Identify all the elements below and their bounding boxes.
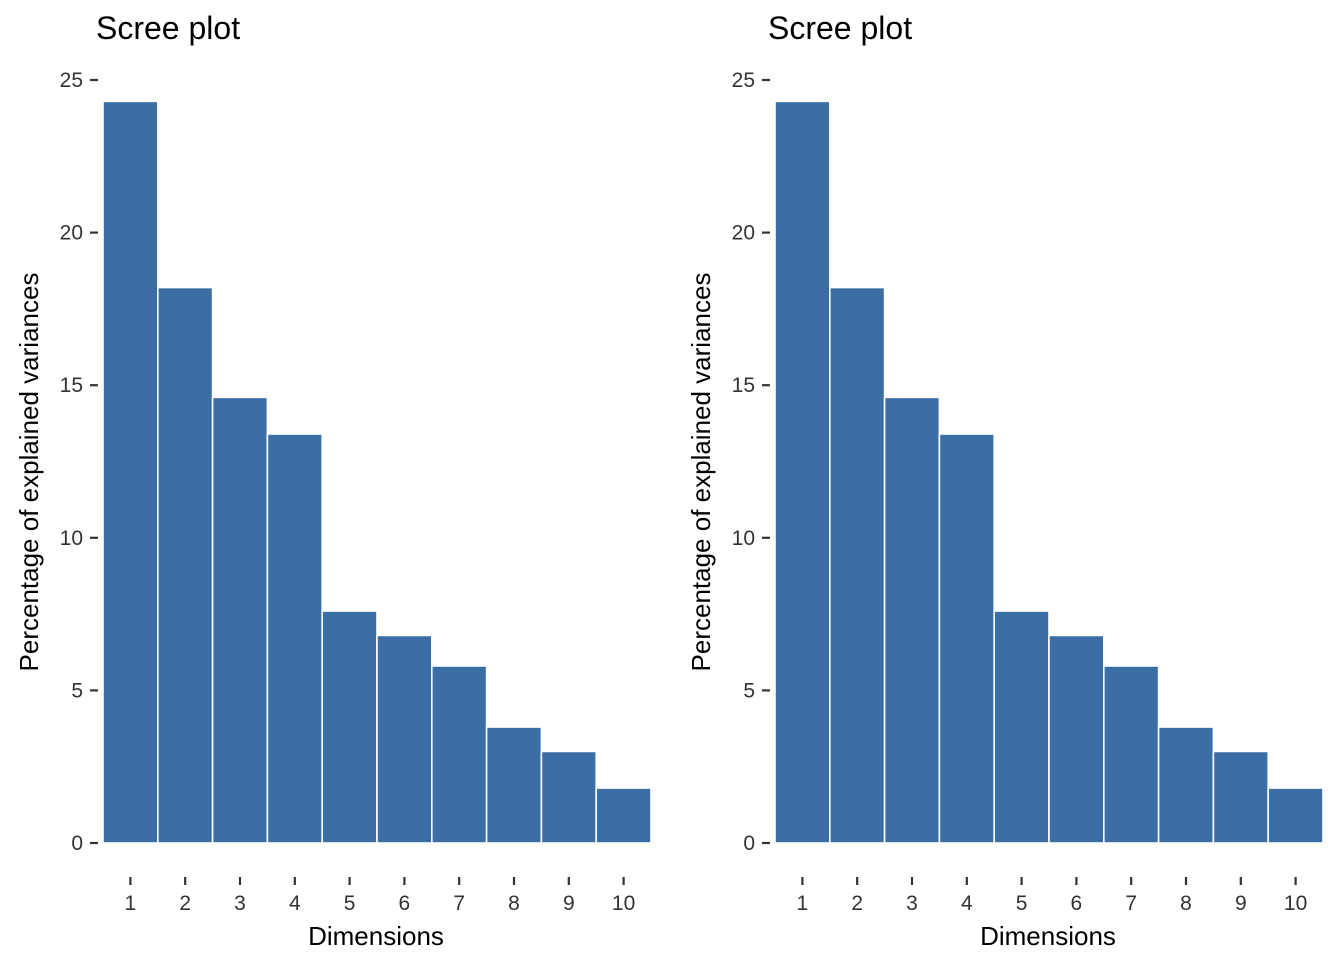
- y-tick-label: 5: [71, 679, 83, 702]
- x-tick-label: 3: [234, 892, 246, 915]
- x-tick-label: 1: [797, 892, 809, 915]
- bar-2: [829, 286, 886, 844]
- x-tick-label: 10: [1284, 892, 1307, 915]
- y-tick-label: 0: [743, 832, 755, 855]
- y-axis: 0 5 10 15 20 25: [60, 69, 98, 855]
- x-tick-label: 8: [1180, 892, 1192, 915]
- x-tick-label: 6: [1071, 892, 1083, 915]
- y-tick-label: 10: [60, 527, 83, 550]
- x-axis-label: Dimensions: [980, 921, 1116, 951]
- bar-8: [1157, 726, 1215, 844]
- scree-plot-left: Scree plot Percentage of explained varia…: [14, 10, 652, 951]
- bar-4: [938, 433, 995, 844]
- y-tick-label: 20: [732, 222, 755, 245]
- x-tick-label: 2: [179, 892, 191, 915]
- bar-6: [1048, 634, 1105, 844]
- bar-10: [595, 787, 652, 844]
- bar-5: [321, 610, 378, 844]
- x-tick-label: 9: [1235, 892, 1247, 915]
- x-tick-label: 2: [851, 892, 863, 915]
- bar-1: [102, 100, 159, 844]
- scree-plot-right: Scree plot Percentage of explained varia…: [672, 0, 1344, 960]
- x-tick-label: 9: [563, 892, 575, 915]
- x-tick-label: 5: [344, 892, 356, 915]
- x-tick-label: 3: [906, 892, 918, 915]
- x-axis: 1 2 3 4 5 6 7 8 9 10: [797, 877, 1307, 915]
- bars: [102, 100, 652, 844]
- chart-title: Scree plot: [96, 10, 240, 46]
- x-tick-label: 4: [289, 892, 301, 915]
- x-tick-label: 7: [453, 892, 465, 915]
- bar-2: [157, 286, 214, 844]
- y-tick-label: 20: [60, 222, 83, 245]
- chart-svg: Scree plot Percentage of explained varia…: [14, 10, 652, 951]
- bar-8: [485, 726, 543, 844]
- bar-5: [993, 610, 1050, 844]
- y-tick-label: 25: [732, 69, 755, 92]
- x-tick-label: 10: [612, 892, 635, 915]
- bar-3: [883, 396, 941, 844]
- y-tick-label: 25: [60, 69, 83, 92]
- bar-6: [376, 634, 433, 844]
- y-tick-label: 15: [60, 374, 83, 397]
- x-tick-label: 8: [508, 892, 520, 915]
- bar-9: [540, 750, 598, 844]
- chart-svg: Scree plot Percentage of explained varia…: [686, 10, 1324, 951]
- chart-title: Scree plot: [768, 10, 912, 46]
- bar-4: [266, 433, 323, 844]
- bar-7: [1102, 665, 1160, 844]
- x-tick-label: 6: [399, 892, 411, 915]
- x-tick-label: 4: [961, 892, 973, 915]
- bar-3: [211, 396, 269, 844]
- x-axis-label: Dimensions: [308, 921, 444, 951]
- y-axis-label: Percentage of explained variances: [686, 273, 716, 672]
- x-tick-label: 5: [1016, 892, 1028, 915]
- bar-10: [1267, 787, 1324, 844]
- y-tick-label: 10: [732, 527, 755, 550]
- bars: [774, 100, 1324, 844]
- y-tick-label: 15: [732, 374, 755, 397]
- bar-7: [430, 665, 488, 844]
- bar-1: [774, 100, 831, 844]
- y-axis: 0 5 10 15 20 25: [732, 69, 770, 855]
- y-axis-label: Percentage of explained variances: [14, 273, 44, 672]
- x-axis: 1 2 3 4 5 6 7 8 9 10: [125, 877, 635, 915]
- x-tick-label: 7: [1125, 892, 1137, 915]
- x-tick-label: 1: [125, 892, 137, 915]
- y-tick-label: 0: [71, 832, 83, 855]
- bar-9: [1212, 750, 1270, 844]
- y-tick-label: 5: [743, 679, 755, 702]
